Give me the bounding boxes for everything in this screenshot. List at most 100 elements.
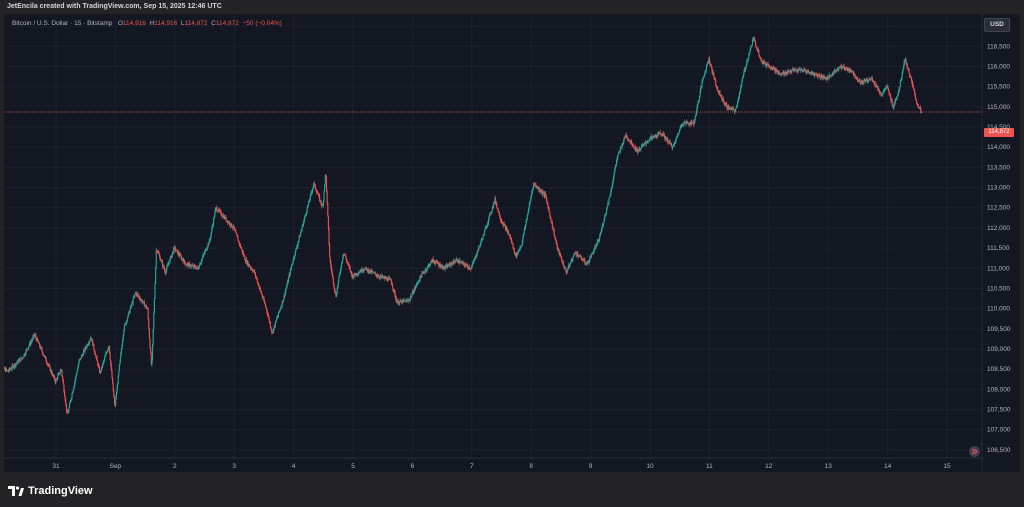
candle-body	[185, 264, 187, 265]
candle-body	[892, 107, 895, 108]
candle-body	[483, 234, 485, 236]
candle-body	[528, 204, 530, 209]
candle-body	[108, 345, 111, 354]
candle-body	[91, 339, 93, 341]
candle-body	[81, 355, 83, 356]
candle-body	[152, 329, 154, 345]
candle-body	[515, 254, 517, 257]
candle-body	[272, 331, 274, 333]
candle-body	[455, 259, 457, 262]
candle-body	[232, 227, 234, 229]
candle-body	[37, 338, 39, 342]
candle-body	[457, 262, 459, 263]
candle-body	[434, 262, 436, 264]
candle-body	[388, 278, 391, 279]
candle-body	[133, 297, 135, 299]
candle-body	[861, 80, 863, 82]
candle-body	[400, 300, 402, 302]
candle-body	[560, 256, 562, 259]
candle-body	[660, 133, 662, 135]
candle-body	[543, 192, 545, 196]
candle-body	[279, 309, 281, 312]
candle-body	[565, 269, 567, 273]
candle-body	[392, 285, 394, 289]
tradingview-logo[interactable]: TradingView	[8, 485, 93, 497]
candle-body	[11, 368, 13, 370]
candle-body	[54, 376, 56, 381]
candle-body	[103, 357, 106, 361]
candle-body	[72, 392, 74, 394]
candle-body	[6, 370, 8, 371]
candle-body	[201, 259, 203, 262]
candle-body	[522, 236, 524, 241]
candle-body	[683, 121, 686, 123]
candle-body	[182, 259, 184, 262]
candle-body	[121, 345, 123, 350]
candle-body	[7, 370, 9, 372]
candle-body	[249, 266, 251, 267]
candle-body	[153, 313, 155, 330]
candle-body	[481, 239, 484, 240]
scroll-to-realtime-icon[interactable]	[969, 446, 980, 457]
candle-body	[483, 230, 485, 235]
candle-body	[388, 278, 390, 279]
candle-body	[443, 266, 445, 270]
candle-body	[211, 226, 213, 229]
candle-body	[663, 133, 665, 136]
candle-body	[682, 124, 684, 126]
candle-body	[214, 211, 216, 217]
candle-body	[385, 277, 387, 279]
currency-button[interactable]: USD	[984, 18, 1010, 32]
high-value: 114,916	[154, 20, 178, 27]
candle-body	[403, 300, 406, 301]
candle-body	[520, 246, 522, 247]
price-chart[interactable]: 106,500107,000107,500108,000108,500109,0…	[4, 14, 1020, 472]
candle-body	[661, 134, 663, 136]
y-tick-label: 113,500	[987, 164, 1010, 171]
candle-body	[364, 269, 366, 271]
candle-body	[435, 262, 437, 264]
candle-body	[325, 174, 327, 177]
candle-body	[288, 274, 290, 278]
candle-body	[432, 258, 434, 261]
candle-body	[168, 262, 170, 264]
candle-body	[825, 77, 827, 80]
candle-body	[334, 291, 336, 293]
candle-body	[484, 228, 486, 231]
candle-body	[51, 373, 53, 376]
candle-body	[901, 73, 903, 78]
candle-body	[170, 256, 172, 258]
candle-body	[200, 261, 202, 264]
candle-body	[276, 318, 278, 321]
candle-body	[500, 220, 502, 222]
candle-body	[14, 363, 16, 367]
y-tick-label: 112,500	[987, 205, 1010, 212]
candle-body	[574, 252, 576, 254]
candle-body	[441, 265, 444, 269]
x-tick-label: 11	[706, 463, 713, 470]
candle-body	[862, 81, 864, 84]
chart-panel[interactable]: 106,500 107,000 107,500 108,000 108,500 109,0…	[4, 14, 1020, 472]
candle-body	[101, 366, 103, 368]
candle-body	[382, 277, 384, 278]
candle-body	[216, 207, 218, 211]
candle-body	[797, 70, 799, 72]
candle-body	[229, 222, 231, 226]
candle-body	[741, 78, 744, 81]
candle-body	[789, 71, 791, 72]
candle-body	[686, 121, 688, 123]
y-tick-label: 107,000	[987, 427, 1011, 434]
candle-body	[293, 257, 295, 259]
candle-body	[338, 275, 340, 281]
candle-body	[111, 370, 113, 379]
candle-body	[775, 69, 777, 70]
candle-body	[467, 267, 469, 269]
candle-body	[900, 80, 902, 82]
candle-body	[814, 73, 817, 75]
candle-body	[313, 183, 315, 186]
candle-body	[493, 202, 495, 207]
candle-body	[354, 273, 356, 275]
candle-body	[62, 379, 64, 385]
candle-body	[241, 248, 243, 250]
candle-body	[148, 329, 150, 339]
